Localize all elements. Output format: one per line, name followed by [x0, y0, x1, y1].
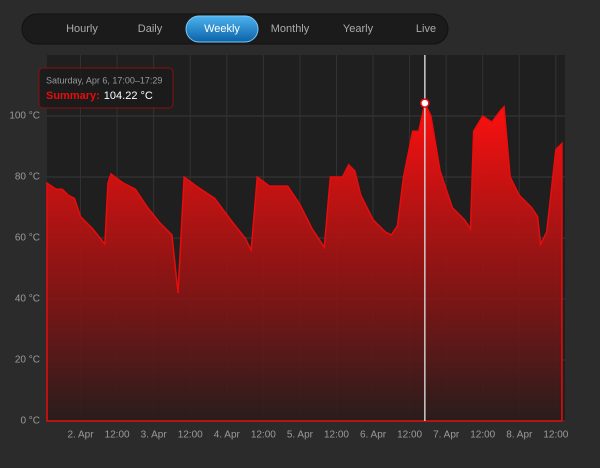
hover-point	[420, 98, 430, 108]
x-tick-label: 7. Apr	[433, 430, 460, 441]
x-tick-label: 12:00	[397, 430, 422, 441]
tooltip-value: 104.22 °C	[104, 90, 153, 102]
tooltip-series: Summary:	[46, 90, 100, 102]
x-tick-label: 12:00	[251, 430, 276, 441]
tab[interactable]: Monthly	[271, 23, 310, 35]
y-tick-label: 60 °C	[15, 233, 40, 244]
y-tick-label: 20 °C	[15, 355, 40, 366]
y-tick-label: 100 °C	[9, 111, 40, 122]
area	[46, 100, 563, 422]
x-tick-label: 12:00	[324, 430, 349, 441]
x-tick-label: 12:00	[105, 430, 130, 441]
tab[interactable]: Live	[416, 23, 436, 35]
tab[interactable]: Daily	[138, 23, 163, 35]
y-tick-label: 0 °C	[20, 416, 40, 427]
tab-active-bg	[185, 15, 259, 43]
tooltip-box	[38, 67, 174, 109]
x-tick-label: 12:00	[543, 430, 568, 441]
tooltip-line: Summary: 104.22 °C	[46, 90, 153, 102]
x-tick-label: 8. Apr	[506, 430, 533, 441]
tab[interactable]: Yearly	[343, 23, 374, 35]
y-tick-label: 80 °C	[15, 172, 40, 183]
x-tick-label: 12:00	[470, 430, 495, 441]
x-tick-label: 3. Apr	[141, 430, 168, 441]
y-tick-label: 40 °C	[15, 294, 40, 305]
tab[interactable]: Weekly	[204, 23, 240, 35]
tab[interactable]: Hourly	[66, 23, 98, 35]
x-tick-label: 5. Apr	[287, 430, 314, 441]
tooltip-title: Saturday, Apr 6, 17:00–17:29	[46, 75, 162, 85]
x-tick-label: 6. Apr	[360, 430, 387, 441]
x-tick-label: 2. Apr	[67, 430, 94, 441]
x-tick-label: 4. Apr	[214, 430, 241, 441]
x-tick-label: 12:00	[178, 430, 203, 441]
